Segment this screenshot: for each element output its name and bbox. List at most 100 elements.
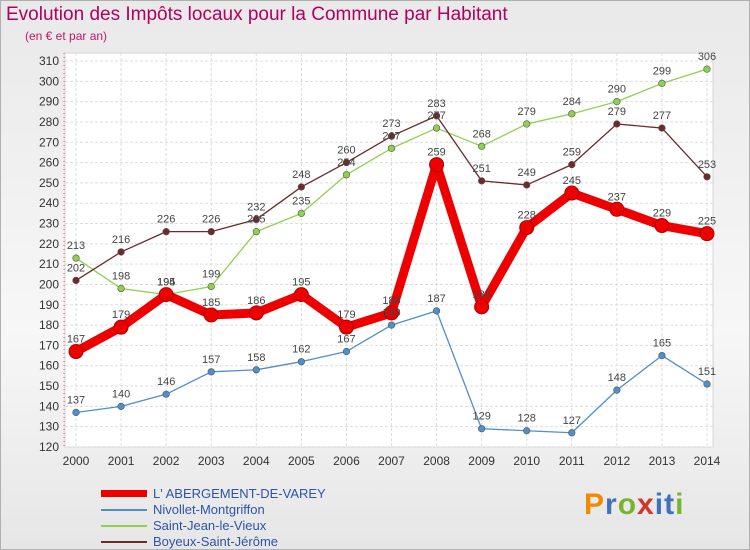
data-label: 202 <box>67 262 85 274</box>
data-point <box>252 215 260 224</box>
data-point <box>519 220 535 236</box>
chart-subtitle: (en € et par an) <box>25 29 108 43</box>
data-point <box>474 299 490 315</box>
data-label: 299 <box>653 65 671 77</box>
line-chart: 120 130 140 150 160 170 180 190 200 210 220 230 240 2… <box>39 51 721 468</box>
data-label: 268 <box>472 128 490 140</box>
data-label: 254 <box>337 157 355 169</box>
data-point <box>158 287 174 303</box>
y-tick-label: 170 <box>39 338 59 352</box>
data-label: 225 <box>247 214 265 226</box>
proxiti-logo: Proxiti <box>584 488 684 522</box>
data-point <box>387 144 396 152</box>
data-point <box>342 347 351 356</box>
data-point <box>248 305 264 321</box>
y-tick-label: 230 <box>39 217 59 231</box>
data-label: 167 <box>67 334 85 346</box>
data-point <box>564 185 580 201</box>
data-point <box>429 157 445 173</box>
x-tick-label: 2006 <box>333 454 360 468</box>
y-tick-label: 290 <box>39 95 59 109</box>
y-tick-label: 250 <box>39 176 59 190</box>
y-tick-label: 180 <box>39 318 59 332</box>
logo-letter: i <box>654 488 665 521</box>
data-point <box>342 171 351 179</box>
data-label: 148 <box>608 372 626 384</box>
data-label: 158 <box>247 352 265 364</box>
x-tick-label: 2008 <box>423 454 450 468</box>
data-point <box>207 228 215 236</box>
data-point <box>658 351 666 360</box>
data-point <box>117 284 125 293</box>
data-label: 165 <box>653 338 671 350</box>
data-label: 235 <box>292 195 310 207</box>
data-label: 237 <box>608 191 626 203</box>
data-point <box>432 112 441 120</box>
data-point <box>113 319 129 335</box>
x-tick-label: 2002 <box>153 454 180 468</box>
data-point <box>478 142 486 150</box>
legend-label-saint-jean: Saint-Jean-le-Vieux <box>153 518 267 533</box>
data-point <box>297 358 305 366</box>
data-label: 249 <box>518 167 536 179</box>
y-tick-label: 280 <box>39 115 59 129</box>
logo-letter: r <box>605 488 618 521</box>
data-point <box>207 368 215 376</box>
data-point <box>523 427 531 435</box>
data-label: 216 <box>112 234 130 246</box>
data-point <box>703 380 711 388</box>
x-tick-label: 2010 <box>513 454 540 468</box>
data-point <box>432 124 441 132</box>
data-point <box>658 79 666 87</box>
data-point <box>478 425 486 433</box>
data-label: 198 <box>112 271 130 283</box>
x-tick-label: 2005 <box>288 454 315 468</box>
data-label: 232 <box>247 201 265 213</box>
data-label: 251 <box>472 163 490 175</box>
data-label: 259 <box>427 147 445 159</box>
x-tick-label: 2012 <box>604 454 631 468</box>
data-label: 228 <box>518 210 536 222</box>
data-point <box>293 287 309 303</box>
data-point <box>613 386 621 394</box>
logo-letter: o <box>617 488 638 521</box>
data-point <box>68 344 84 360</box>
data-label: 226 <box>202 214 220 226</box>
data-label: 179 <box>337 309 355 321</box>
data-point <box>72 254 80 262</box>
data-point <box>203 307 219 323</box>
y-tick-label: 270 <box>39 135 59 149</box>
data-point <box>658 124 666 132</box>
data-point <box>252 366 260 374</box>
data-label: 162 <box>292 344 310 356</box>
data-label: 195 <box>157 277 175 289</box>
x-tick-label: 2014 <box>694 454 721 468</box>
legend-label-nivollet: Nivollet-Montgriffon <box>153 502 265 517</box>
data-point <box>654 218 670 234</box>
y-tick-label: 310 <box>39 54 59 68</box>
legend-label-boyeux: Boyeux-Saint-Jérôme <box>153 534 278 549</box>
y-tick-label: 140 <box>39 399 59 413</box>
data-label: 273 <box>382 118 400 130</box>
x-tick-label: 2004 <box>243 454 270 468</box>
legend-swatch-nivollet <box>101 509 147 511</box>
data-point <box>162 390 170 398</box>
logo-letter: x <box>637 488 655 521</box>
data-label: 226 <box>157 214 175 226</box>
data-label: 213 <box>67 240 85 252</box>
data-label: 284 <box>563 96 581 108</box>
logo-letter: i <box>675 488 685 521</box>
legend-swatch-saint-jean <box>101 525 147 527</box>
data-point <box>207 282 215 291</box>
data-label: 279 <box>608 106 626 118</box>
data-point <box>703 65 711 73</box>
data-point <box>117 402 125 410</box>
data-label: 146 <box>157 376 175 388</box>
data-point <box>568 429 576 437</box>
data-label: 194 <box>157 277 175 289</box>
data-point <box>703 173 711 181</box>
data-label: 245 <box>563 175 581 187</box>
legend-label-abergement: L' ABERGEMENT-DE-VAREY <box>153 486 326 501</box>
data-label: 128 <box>518 413 536 425</box>
